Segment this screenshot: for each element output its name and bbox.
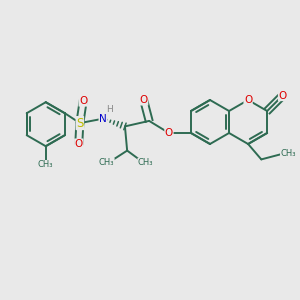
Text: CH₃: CH₃ bbox=[280, 149, 296, 158]
Text: H: H bbox=[106, 105, 113, 114]
Text: O: O bbox=[79, 96, 87, 106]
Text: O: O bbox=[278, 91, 287, 100]
Text: CH₃: CH₃ bbox=[138, 158, 153, 167]
Text: O: O bbox=[75, 139, 83, 149]
Text: CH₃: CH₃ bbox=[99, 158, 114, 167]
Text: N: N bbox=[99, 114, 107, 124]
Text: S: S bbox=[76, 117, 83, 130]
Text: O: O bbox=[140, 95, 148, 105]
Text: O: O bbox=[165, 128, 173, 138]
Text: CH₃: CH₃ bbox=[38, 160, 53, 169]
Text: O: O bbox=[244, 95, 252, 105]
